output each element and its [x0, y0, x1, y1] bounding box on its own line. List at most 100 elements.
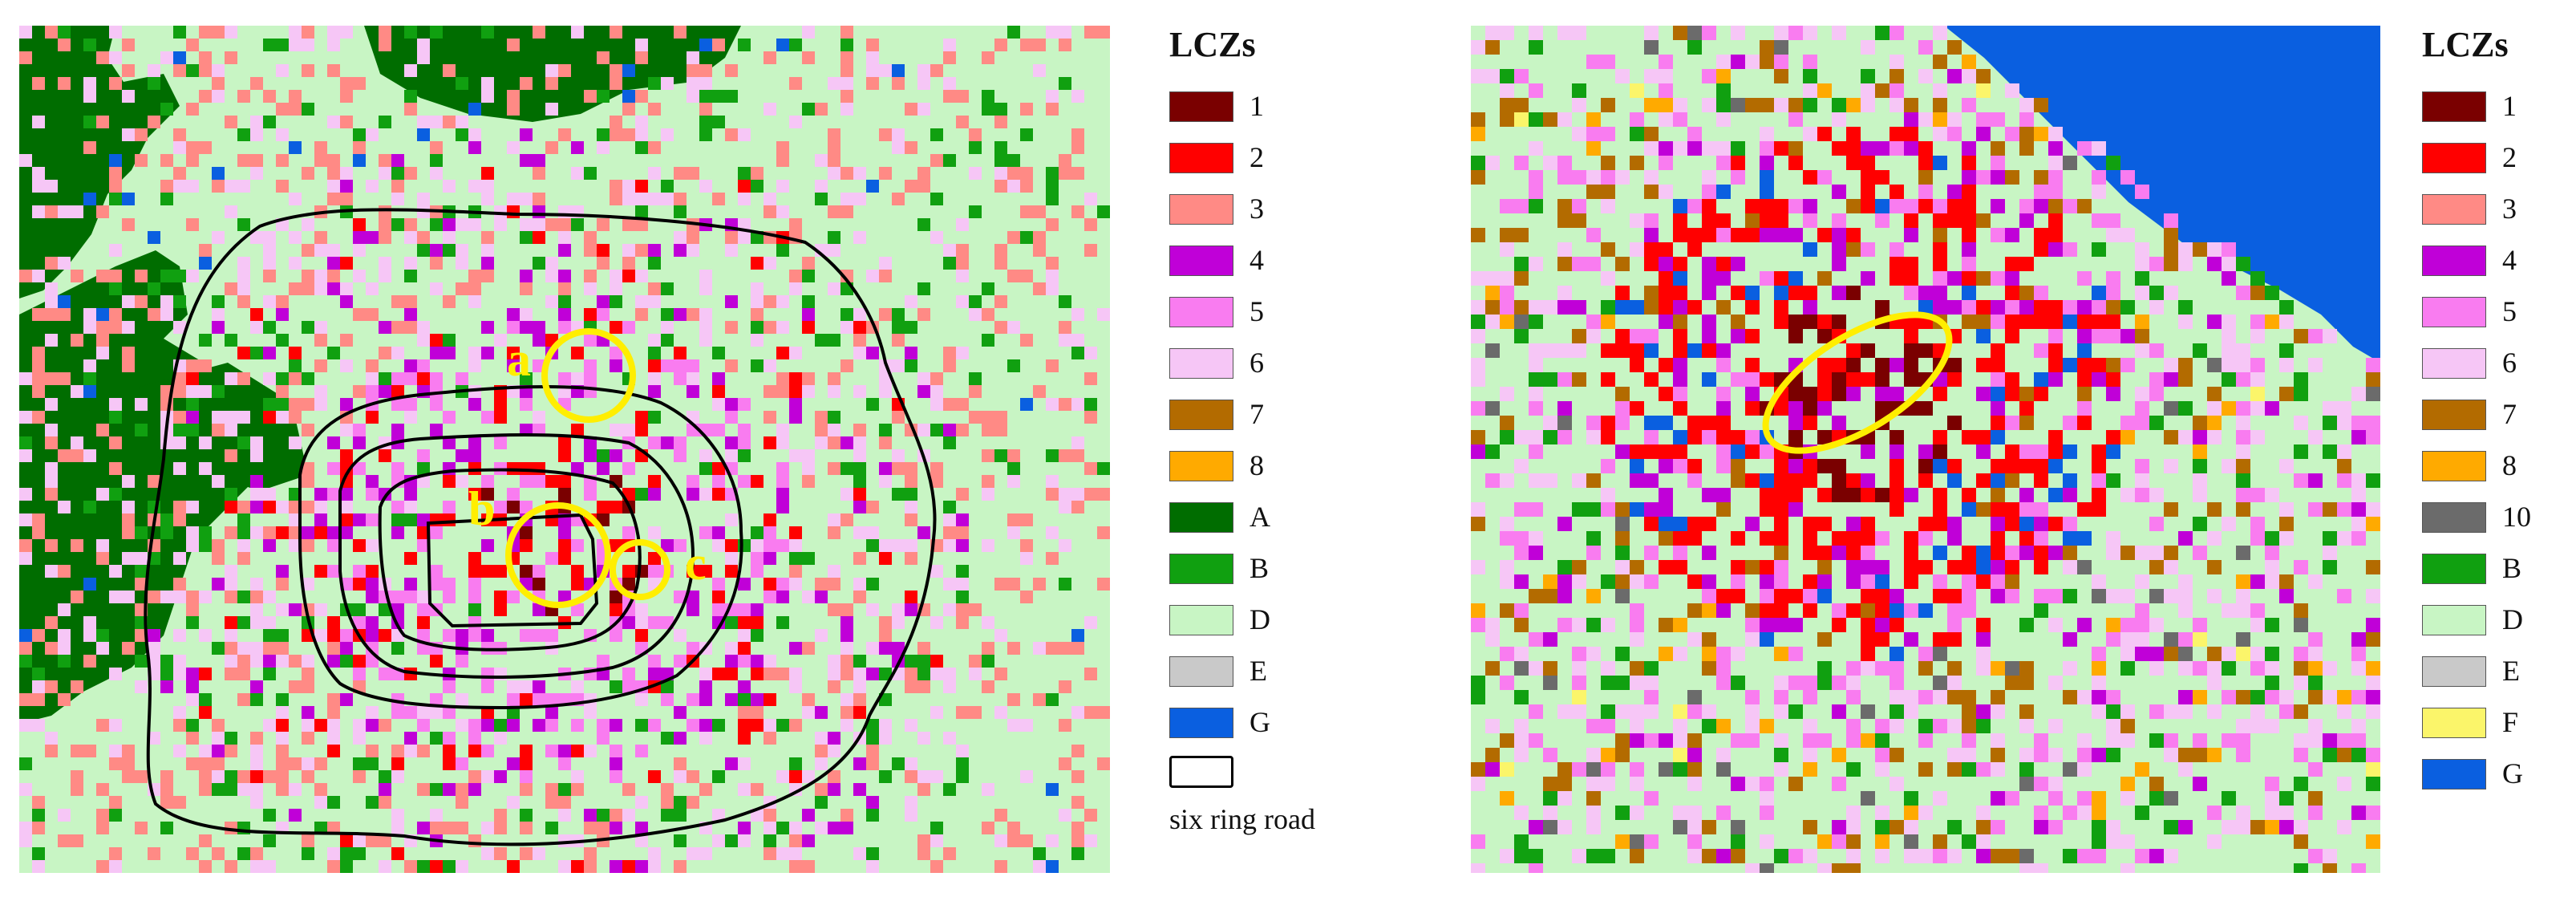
lcz-pixel — [1046, 398, 1059, 411]
lcz-pixel — [1774, 213, 1788, 228]
lcz-pixel — [1745, 199, 1760, 213]
lcz-pixel — [828, 244, 840, 257]
lcz-pixel — [468, 128, 481, 141]
lcz-pixel — [1933, 690, 1947, 704]
lcz-pixel — [148, 591, 160, 603]
lcz-pixel — [699, 270, 712, 282]
lcz-pixel — [635, 141, 648, 154]
lcz-pixel — [584, 860, 597, 873]
lcz-pixel — [1485, 444, 1500, 459]
lcz-pixel — [2222, 242, 2236, 257]
lcz-pixel — [725, 449, 738, 462]
lcz-pixel — [2005, 416, 2019, 430]
lcz-pixel — [2077, 401, 2092, 416]
lcz-pixel — [2019, 416, 2034, 430]
lcz-pixel — [481, 770, 494, 783]
lcz-pixel — [1904, 329, 1918, 343]
lcz-pixel — [1774, 315, 1788, 329]
lcz-pixel — [314, 385, 327, 398]
lcz-pixel — [2034, 300, 2048, 315]
lcz-pixel — [2048, 676, 2063, 690]
lcz-pixel — [1084, 834, 1097, 847]
lcz-pixel — [1586, 315, 1601, 329]
lcz-pixel — [443, 180, 456, 193]
lcz-pixel — [905, 475, 917, 488]
lcz-pixel — [969, 706, 982, 719]
lcz-pixel — [1471, 69, 1485, 83]
lcz-pixel — [802, 51, 815, 64]
lcz-pixel — [96, 270, 109, 282]
lcz-pixel — [1731, 473, 1745, 488]
lcz-pixel — [2250, 401, 2265, 416]
lcz-pixel — [1788, 704, 1803, 719]
lcz-pixel — [2019, 127, 2034, 141]
lcz-pixel — [1889, 618, 1904, 632]
lcz-pixel — [2294, 618, 2308, 632]
lcz-pixel — [109, 398, 122, 411]
lcz-pixel — [879, 616, 892, 629]
lcz-pixel — [1702, 416, 1716, 430]
lcz-pixel — [443, 783, 456, 796]
lcz-pixel — [712, 770, 725, 783]
lcz-pixel — [1601, 185, 1615, 199]
lcz-pixel — [1046, 475, 1059, 488]
lcz-pixel — [225, 488, 237, 501]
lcz-pixel — [674, 629, 687, 642]
lcz-pixel — [366, 757, 379, 770]
lcz-pixel — [635, 295, 648, 308]
lcz-pixel — [1889, 820, 1904, 834]
lcz-pixel — [712, 719, 725, 732]
lcz-pixel — [802, 103, 815, 116]
lcz-pixel — [199, 745, 212, 757]
lcz-pixel — [1471, 690, 1485, 704]
lcz-pixel — [2308, 676, 2323, 690]
lcz-pixel — [789, 372, 802, 385]
lcz-pixel — [250, 680, 263, 693]
lcz-pixel — [96, 347, 109, 359]
lcz-pixel — [340, 116, 353, 128]
lcz-pixel — [2207, 387, 2222, 401]
lcz-pixel — [2323, 401, 2337, 416]
lcz-pixel — [1601, 762, 1615, 777]
lcz-pixel — [173, 578, 186, 591]
lcz-pixel — [1702, 228, 1716, 242]
lcz-pixel — [2164, 401, 2178, 416]
lcz-pixel — [2323, 748, 2337, 762]
lcz-pixel — [1817, 517, 1832, 531]
lcz-pixel — [879, 167, 892, 180]
lcz-pixel — [2164, 849, 2178, 863]
lcz-pixel — [1630, 704, 1644, 719]
lcz-pixel — [186, 616, 199, 629]
lcz-pixel — [468, 270, 481, 282]
lcz-pixel — [404, 295, 417, 308]
lcz-pixel — [417, 244, 430, 257]
lcz-pixel — [2308, 647, 2323, 661]
lcz-pixel — [1471, 358, 1485, 372]
lcz-pixel — [494, 719, 507, 732]
lcz-pixel — [1572, 170, 1586, 185]
lcz-pixel — [237, 616, 250, 629]
lcz-pixel — [802, 295, 815, 308]
lcz-pixel — [71, 270, 83, 282]
lcz-pixel — [2308, 473, 2323, 488]
lcz-pixel — [2265, 531, 2279, 546]
lcz-pixel — [725, 359, 738, 372]
lcz-pixel — [776, 578, 789, 591]
lcz-pixel — [1918, 170, 1933, 185]
lcz-pixel — [1084, 488, 1097, 501]
lcz-pixel — [2005, 574, 2019, 589]
lcz-pixel — [1687, 531, 1702, 546]
lcz-pixel — [943, 539, 956, 552]
lcz-pixel — [173, 462, 186, 475]
lcz-pixel — [1071, 770, 1084, 783]
lcz-pixel — [1046, 693, 1059, 706]
lcz-pixel — [481, 488, 494, 501]
lcz-pixel — [19, 655, 32, 668]
lcz-pixel — [930, 64, 943, 77]
lcz-pixel — [1033, 282, 1046, 295]
lcz-pixel — [1731, 228, 1745, 242]
lcz-pixel — [2048, 185, 2063, 199]
lcz-pixel — [2120, 170, 2135, 185]
lcz-pixel — [1007, 180, 1020, 193]
lcz-pixel — [1673, 444, 1687, 459]
